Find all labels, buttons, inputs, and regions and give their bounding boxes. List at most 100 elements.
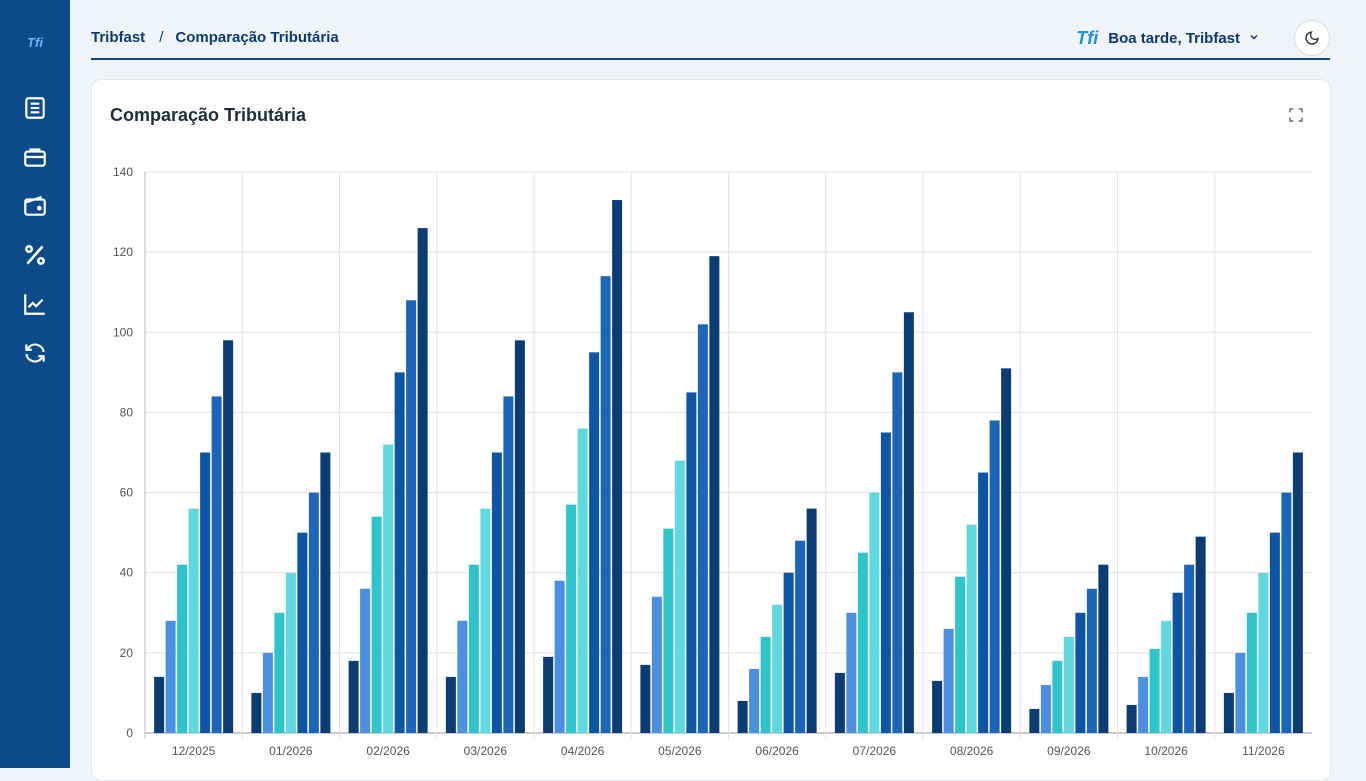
bar[interactable] bbox=[869, 492, 880, 733]
app-logo[interactable]: Tfi bbox=[27, 35, 43, 50]
bar[interactable] bbox=[674, 460, 685, 733]
bar[interactable] bbox=[1075, 612, 1086, 733]
bar[interactable] bbox=[612, 200, 623, 734]
bar[interactable] bbox=[903, 312, 914, 733]
bar[interactable] bbox=[274, 612, 285, 733]
expand-icon[interactable] bbox=[1288, 107, 1304, 123]
percent-icon[interactable] bbox=[22, 242, 48, 268]
bar[interactable] bbox=[589, 352, 600, 733]
bar[interactable] bbox=[795, 540, 806, 733]
bar[interactable] bbox=[806, 508, 817, 733]
bar[interactable] bbox=[165, 620, 176, 733]
bar[interactable] bbox=[978, 472, 989, 733]
bar[interactable] bbox=[1184, 564, 1195, 733]
bar[interactable] bbox=[251, 692, 262, 733]
bar[interactable] bbox=[989, 420, 1000, 733]
bar[interactable] bbox=[211, 396, 222, 733]
bar[interactable] bbox=[783, 572, 794, 733]
bar[interactable] bbox=[566, 504, 577, 733]
bar[interactable] bbox=[846, 612, 857, 733]
bar[interactable] bbox=[348, 660, 359, 733]
bar[interactable] bbox=[1040, 684, 1051, 733]
bar[interactable] bbox=[1235, 652, 1246, 733]
bar[interactable] bbox=[892, 372, 903, 733]
bar[interactable] bbox=[285, 572, 296, 733]
bar[interactable] bbox=[491, 452, 502, 734]
bar[interactable] bbox=[1149, 648, 1160, 733]
bar[interactable] bbox=[749, 668, 760, 733]
bar[interactable] bbox=[577, 428, 588, 733]
bar[interactable] bbox=[445, 676, 456, 733]
bar[interactable] bbox=[383, 444, 394, 733]
book-icon[interactable] bbox=[22, 95, 48, 121]
bar[interactable] bbox=[223, 340, 234, 733]
bar[interactable] bbox=[943, 628, 954, 733]
bar[interactable] bbox=[600, 276, 611, 733]
bar[interactable] bbox=[1138, 676, 1149, 733]
bar[interactable] bbox=[640, 664, 651, 733]
bar[interactable] bbox=[1126, 704, 1137, 733]
bar[interactable] bbox=[417, 228, 428, 733]
bar[interactable] bbox=[1052, 660, 1063, 733]
bar[interactable] bbox=[177, 564, 188, 733]
bar[interactable] bbox=[320, 452, 331, 734]
refresh-icon[interactable] bbox=[22, 340, 48, 366]
bar[interactable] bbox=[1281, 492, 1292, 733]
bar[interactable] bbox=[1001, 368, 1012, 733]
bar[interactable] bbox=[188, 508, 199, 733]
wallet-icon[interactable] bbox=[22, 193, 48, 219]
bar[interactable] bbox=[1086, 588, 1097, 733]
bar[interactable] bbox=[772, 604, 783, 733]
bar-chart: 0 20 40 60 80 100 120 140 12/2025 01/2026 02/2026 0… bbox=[113, 165, 1312, 758]
bar[interactable] bbox=[394, 372, 405, 733]
bar[interactable] bbox=[857, 552, 868, 733]
bar[interactable] bbox=[1029, 708, 1040, 733]
y-tick-label: 120 bbox=[113, 245, 133, 259]
bar[interactable] bbox=[297, 532, 308, 733]
bar[interactable] bbox=[686, 392, 697, 733]
bar[interactable] bbox=[480, 508, 491, 733]
y-tick-label: 0 bbox=[126, 726, 133, 740]
bar[interactable] bbox=[1195, 536, 1206, 733]
bar[interactable] bbox=[663, 528, 674, 733]
bar[interactable] bbox=[1063, 636, 1074, 733]
breadcrumb-root[interactable]: Tribfast bbox=[91, 29, 146, 46]
x-tick-label: 07/2026 bbox=[853, 744, 897, 758]
bar[interactable] bbox=[1292, 452, 1303, 734]
bar[interactable] bbox=[360, 588, 371, 733]
theme-toggle-button[interactable] bbox=[1294, 20, 1330, 56]
bar[interactable] bbox=[709, 256, 720, 733]
bar[interactable] bbox=[371, 516, 382, 733]
bar[interactable] bbox=[514, 340, 525, 733]
bar[interactable] bbox=[554, 580, 565, 733]
bar[interactable] bbox=[457, 620, 468, 733]
bar[interactable] bbox=[737, 700, 748, 733]
bar[interactable] bbox=[1258, 572, 1269, 733]
user-menu[interactable]: Tfi Boa tarde, Tribfast bbox=[1076, 28, 1260, 49]
top-bar: Tribfast / Comparação Tributária Tfi Boa t… bbox=[91, 20, 1330, 60]
bar[interactable] bbox=[697, 324, 708, 733]
bar[interactable] bbox=[966, 524, 977, 733]
bar[interactable] bbox=[1269, 532, 1280, 733]
bar[interactable] bbox=[880, 432, 891, 733]
briefcase-icon[interactable] bbox=[22, 144, 48, 170]
bar[interactable] bbox=[932, 680, 943, 733]
bar[interactable] bbox=[154, 676, 165, 733]
bar[interactable] bbox=[651, 596, 662, 733]
bar[interactable] bbox=[406, 300, 417, 733]
chart-line-icon[interactable] bbox=[22, 291, 48, 317]
bar[interactable] bbox=[1161, 620, 1172, 733]
bar[interactable] bbox=[1223, 692, 1234, 733]
bar[interactable] bbox=[1098, 564, 1109, 733]
bar[interactable] bbox=[1246, 612, 1257, 733]
bar[interactable] bbox=[468, 564, 479, 733]
bar[interactable] bbox=[834, 672, 845, 733]
bar[interactable] bbox=[503, 396, 514, 733]
bar[interactable] bbox=[543, 656, 554, 733]
bar[interactable] bbox=[308, 492, 319, 733]
bar[interactable] bbox=[955, 576, 966, 733]
bar[interactable] bbox=[1172, 592, 1183, 733]
bar[interactable] bbox=[760, 636, 771, 733]
bar[interactable] bbox=[200, 452, 211, 734]
bar[interactable] bbox=[262, 652, 273, 733]
